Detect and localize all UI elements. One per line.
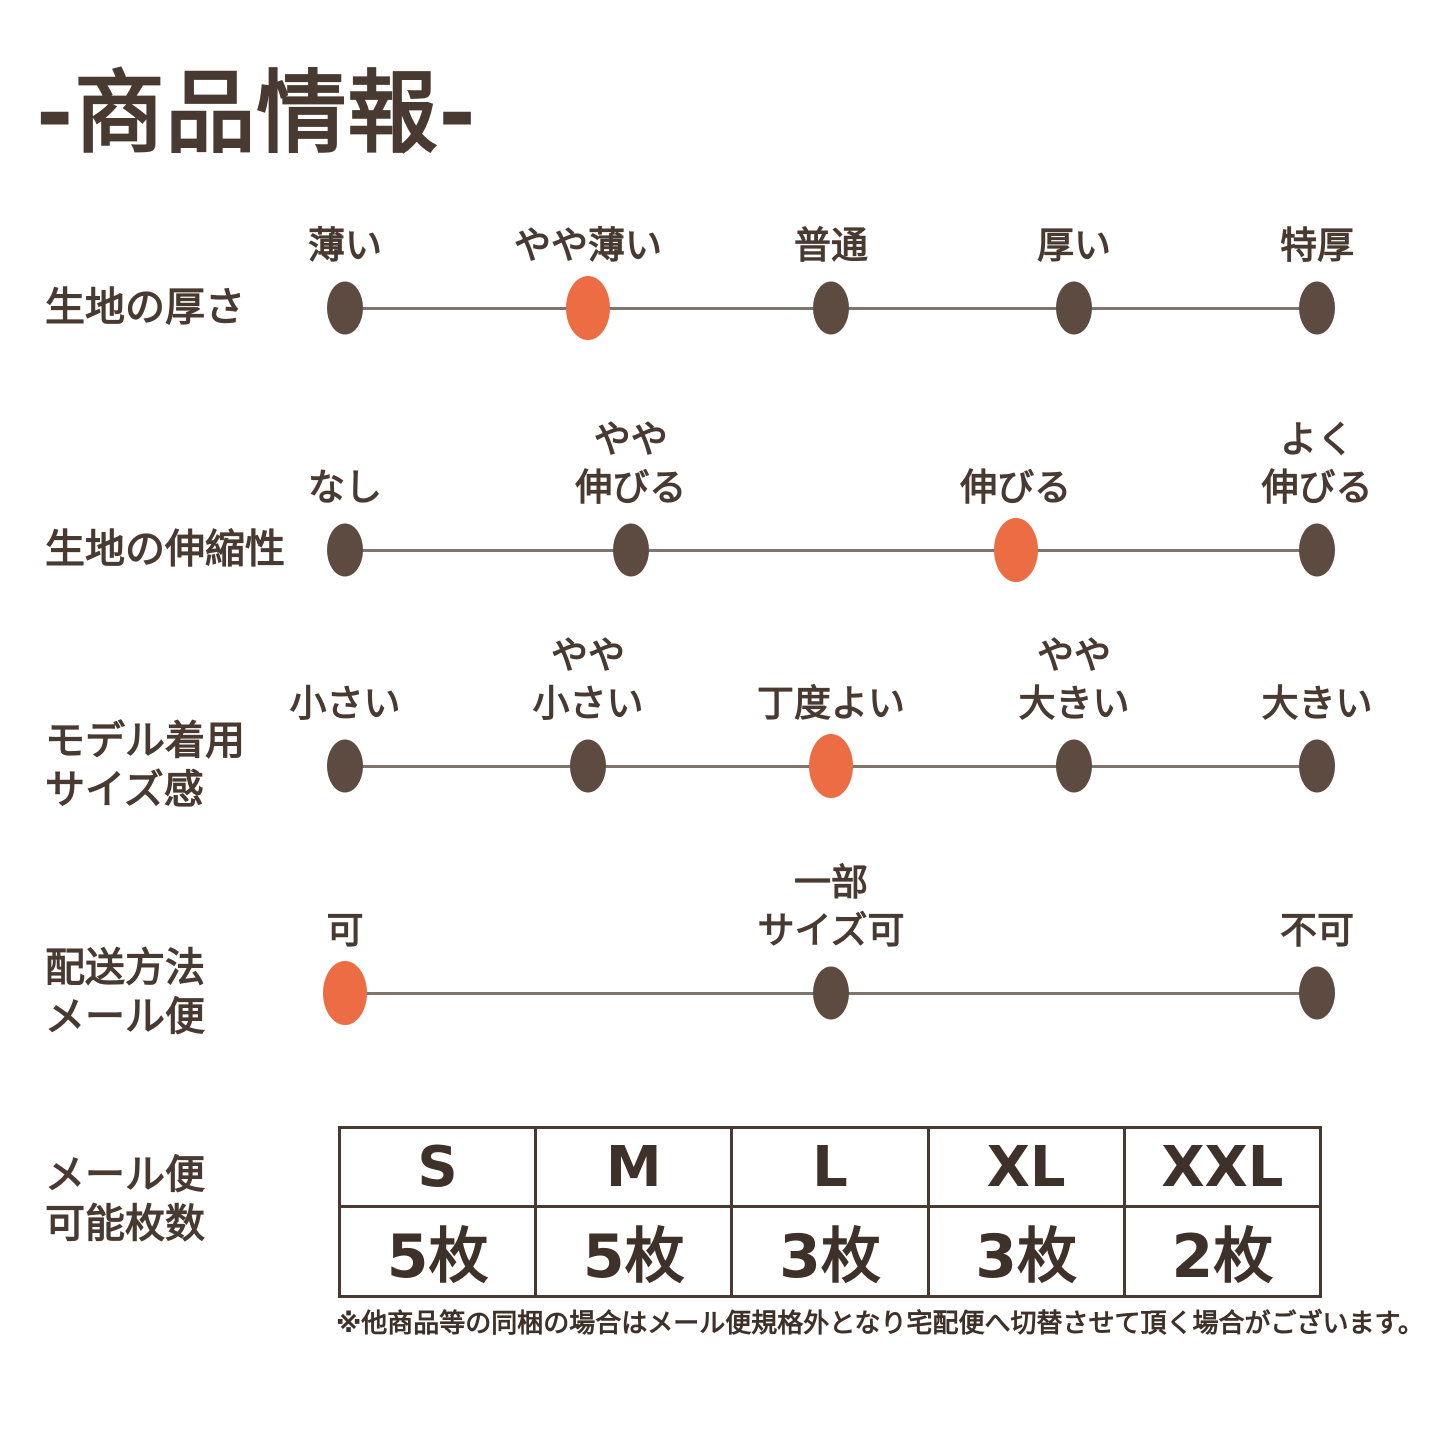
option-label-text: サイズ可 — [757, 908, 905, 952]
capacity-m: 5枚 — [534, 1205, 734, 1298]
row-label-text: サイズ感 — [45, 767, 204, 813]
row-label-text: 生地の厚さ — [45, 284, 245, 331]
option-label-text: なし — [308, 465, 382, 509]
option-dot — [327, 523, 363, 577]
option-dot — [566, 276, 610, 340]
option-label: よく 伸びる — [1262, 416, 1373, 512]
option-dot — [813, 281, 849, 335]
option-label-text: 大きい — [1261, 681, 1373, 725]
option-label: 小さい — [290, 680, 401, 728]
size-header-xl: XL — [926, 1126, 1126, 1208]
option-label: 大きい — [1262, 680, 1373, 728]
option-dot — [327, 739, 363, 793]
row-label-fabric-stretch: 生地の伸縮性 — [45, 526, 285, 575]
option-label-text: やや — [593, 417, 668, 461]
option-label: やや薄い — [514, 222, 662, 270]
row-label-text: モデル着用 — [45, 718, 245, 765]
size-header-m: M — [534, 1126, 734, 1208]
option-dot — [1299, 966, 1335, 1020]
row-label-fabric-thickness: 生地の厚さ — [45, 284, 245, 333]
option-label-text: 小さい — [289, 681, 401, 725]
footnote-note: ※他商品等の同梱の場合はメール便規格外となり宅配便へ切替させて頂く場合がございま… — [336, 1309, 1424, 1339]
capacity-xl: 3枚 — [926, 1205, 1126, 1298]
row-label-text: メール便 — [45, 994, 205, 1040]
table-label-text: メール便 — [45, 1152, 205, 1199]
option-dot — [323, 961, 367, 1025]
option-dot — [1056, 739, 1092, 793]
option-label-text: 伸びる — [1261, 465, 1373, 509]
option-label: 薄い — [308, 222, 382, 270]
option-label: 可 — [327, 907, 364, 955]
row-label-text: 配送方法 — [45, 945, 205, 992]
option-label: 丁度よい — [757, 680, 905, 728]
option-label-text: 伸びる — [575, 465, 687, 509]
option-dot — [327, 281, 363, 335]
option-label: なし — [308, 464, 382, 512]
option-label: 厚い — [1037, 222, 1111, 270]
option-dot — [1299, 523, 1335, 577]
option-label: 普通 — [794, 222, 868, 270]
option-dot — [1299, 281, 1335, 335]
option-label-text: 一部 — [793, 860, 868, 904]
option-label-text: よく — [1280, 417, 1354, 461]
row-label-model-size: モデル着用 サイズ感 — [45, 717, 245, 815]
option-label: 伸びる — [960, 464, 1071, 512]
size-header-l: L — [730, 1126, 930, 1208]
option-label-text: 普通 — [794, 223, 868, 267]
option-label-text: 丁度よい — [757, 681, 905, 725]
option-label-text: やや — [551, 633, 625, 677]
option-label-text: 厚い — [1037, 223, 1111, 267]
option-dot — [809, 734, 853, 798]
size-header-s: S — [337, 1126, 538, 1208]
option-label: 特厚 — [1280, 222, 1354, 270]
option-dot — [1299, 739, 1335, 793]
option-label-text: 伸びる — [960, 465, 1072, 509]
option-label-text: 大きい — [1018, 681, 1130, 725]
capacity-s: 5枚 — [337, 1205, 538, 1298]
row-label-text: 生地の伸縮性 — [45, 526, 285, 573]
option-label-text: やや薄い — [514, 223, 662, 267]
option-dot — [1056, 281, 1092, 335]
option-dot — [570, 739, 606, 793]
option-label-text: やや — [1037, 633, 1111, 677]
track-line — [345, 548, 1317, 552]
option-label: 一部 サイズ可 — [758, 859, 905, 955]
size-header-xxl: XXL — [1122, 1126, 1323, 1208]
capacity-xxl: 2枚 — [1122, 1205, 1323, 1298]
option-dot — [993, 518, 1038, 582]
option-label-text: 薄い — [308, 223, 382, 267]
table-value-row: 5枚 5枚 3枚 3枚 2枚 — [337, 1205, 1323, 1298]
option-dot — [612, 523, 649, 577]
option-label: やや 大きい — [1019, 632, 1130, 728]
option-label-text: 特厚 — [1280, 223, 1354, 267]
table-label-text: 可能枚数 — [45, 1201, 205, 1247]
option-label-text: 小さい — [532, 681, 644, 725]
page-title: -商品情報- — [36, 61, 477, 166]
option-label-text: 可 — [326, 908, 364, 952]
option-dot — [813, 966, 849, 1020]
capacity-l: 3枚 — [730, 1205, 930, 1298]
option-label: やや 小さい — [533, 632, 644, 728]
option-label-text: 不可 — [1280, 908, 1354, 952]
table-header-row: S M L XL XXL — [337, 1126, 1323, 1208]
row-label-mail-delivery: 配送方法 メール便 — [45, 944, 205, 1042]
mail-capacity-table: S M L XL XXL 5枚 5枚 3枚 3枚 2枚 — [337, 1126, 1323, 1298]
option-label: やや 伸びる — [575, 416, 686, 512]
option-label: 不可 — [1280, 907, 1354, 955]
table-label-mail-capacity: メール便 可能枚数 — [45, 1151, 205, 1249]
